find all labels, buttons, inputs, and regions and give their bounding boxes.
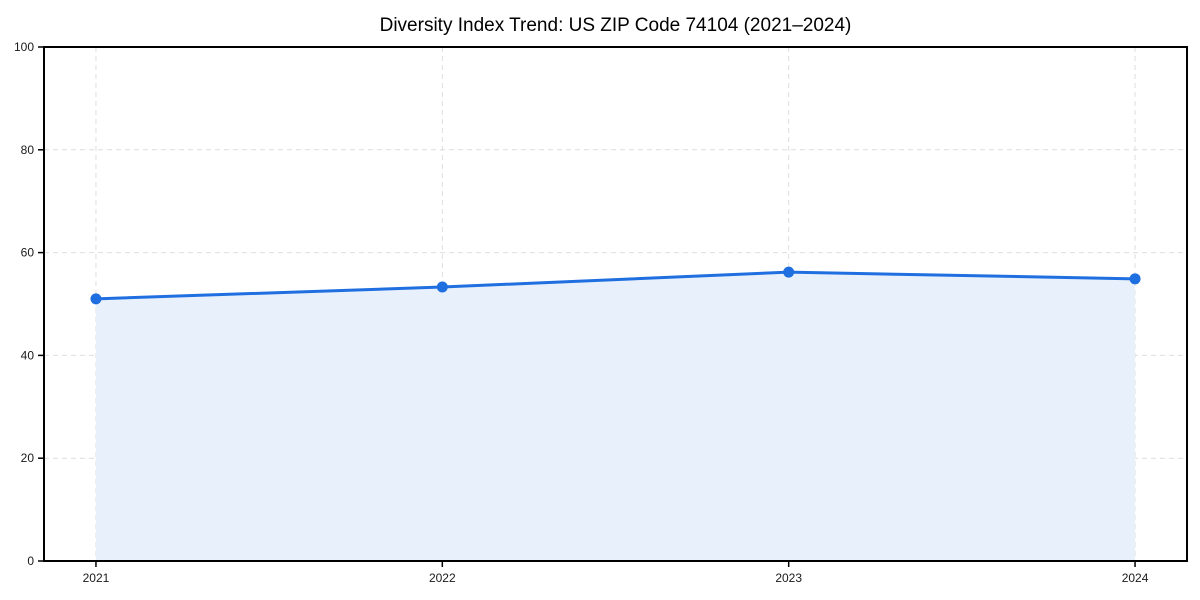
data-point-marker [436,281,448,293]
y-tick-label: 20 [21,451,35,465]
data-point-marker [783,266,795,278]
data-point-marker [90,293,102,305]
y-tick-label: 0 [27,554,34,568]
area-fill [95,272,1136,561]
x-tick-label: 2021 [83,571,110,585]
chart-title: Diversity Index Trend: US ZIP Code 74104… [379,15,852,36]
y-tick-label: 40 [21,348,35,362]
x-tick-label: 2022 [429,571,456,585]
data-point-marker [1129,273,1141,285]
x-tick-label: 2023 [775,571,802,585]
plot-border [43,46,1188,562]
x-tick-label: 2024 [1122,571,1149,585]
trend-line [94,270,1137,301]
y-tick-label: 80 [21,143,35,157]
y-tick-label: 60 [21,246,35,260]
y-tick-label: 100 [14,40,34,54]
